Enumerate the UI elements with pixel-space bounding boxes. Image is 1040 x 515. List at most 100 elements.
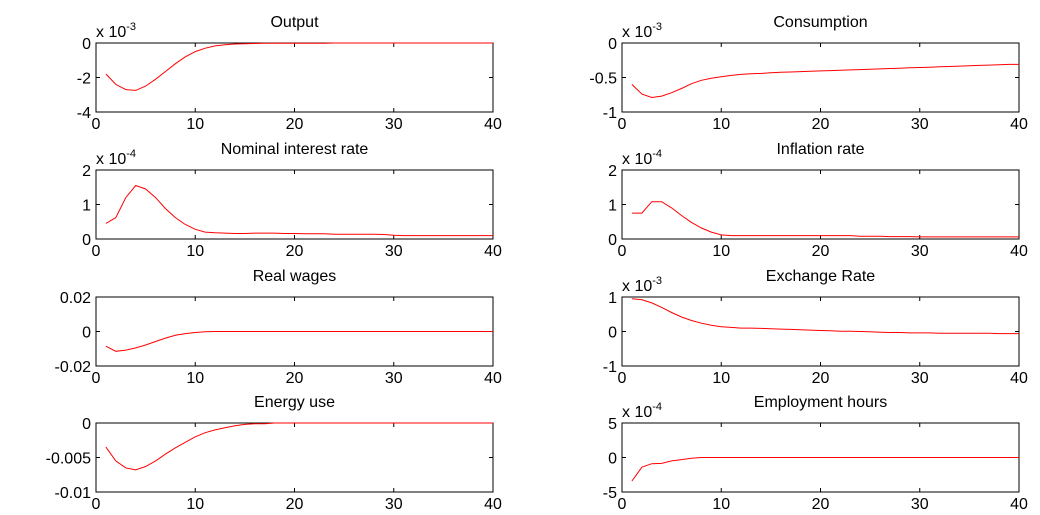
multiplier-exponent: -4 xyxy=(652,148,662,160)
series-line xyxy=(105,184,493,237)
y-tick-label: -5 xyxy=(603,485,617,502)
multiplier-base: x 10 xyxy=(96,151,126,168)
x-tick-label: 20 xyxy=(812,243,830,260)
y-tick-label: 2 xyxy=(82,163,91,180)
axes-box xyxy=(621,42,1020,113)
series-line xyxy=(105,422,493,471)
series-line xyxy=(631,63,1019,99)
y-tick-label: -2 xyxy=(77,71,91,88)
x-tick-label: 40 xyxy=(1010,370,1028,387)
x-tick-label: 40 xyxy=(484,370,502,387)
x-tick-label: 30 xyxy=(385,243,403,260)
subplot-title: Energy use xyxy=(254,394,335,411)
y-tick-label: 0 xyxy=(608,36,617,53)
axes-box xyxy=(95,169,494,240)
x-tick-label: 40 xyxy=(484,116,502,133)
y-tick-label: -0.5 xyxy=(589,71,617,88)
series-line xyxy=(105,331,493,352)
x-tick-label: 0 xyxy=(618,370,627,387)
x-tick-label: 10 xyxy=(712,370,730,387)
x-tick-label: 0 xyxy=(618,116,627,133)
axis-multiplier: x 10-3 xyxy=(622,21,662,41)
y-tick-label: 2 xyxy=(608,163,617,180)
multiplier-base: x 10 xyxy=(622,151,652,168)
x-tick-label: 20 xyxy=(286,496,304,513)
x-tick-label: 20 xyxy=(812,496,830,513)
series-line xyxy=(631,457,1019,482)
y-tick-label: 1 xyxy=(82,198,91,215)
subplot-title: Inflation rate xyxy=(776,141,864,158)
multiplier-exponent: -4 xyxy=(126,148,136,160)
x-tick-label: 0 xyxy=(92,370,101,387)
subplot-title: Real wages xyxy=(253,268,337,285)
y-tick-label: 5 xyxy=(608,416,617,433)
x-tick-label: 10 xyxy=(186,370,204,387)
y-tick-label: 0 xyxy=(82,325,91,342)
multiplier-base: x 10 xyxy=(622,278,652,295)
x-tick-label: 40 xyxy=(484,243,502,260)
y-tick-label: 1 xyxy=(608,198,617,215)
x-tick-label: 30 xyxy=(911,496,929,513)
y-tick-label: 0 xyxy=(608,232,617,249)
subplot-title: Consumption xyxy=(773,14,867,31)
x-tick-label: 0 xyxy=(92,496,101,513)
x-tick-label: 10 xyxy=(712,243,730,260)
multiplier-exponent: -3 xyxy=(652,21,662,33)
y-tick-label: 1 xyxy=(608,290,617,307)
x-tick-label: 20 xyxy=(812,370,830,387)
x-tick-label: 10 xyxy=(712,116,730,133)
y-tick-label: -1 xyxy=(603,359,617,376)
subplot-title: Employment hours xyxy=(754,394,887,411)
multiplier-base: x 10 xyxy=(622,24,652,41)
x-tick-label: 20 xyxy=(812,116,830,133)
x-tick-label: 20 xyxy=(286,370,304,387)
multiplier-exponent: -3 xyxy=(126,21,136,33)
y-tick-label: -1 xyxy=(603,105,617,122)
multiplier-base: x 10 xyxy=(622,404,652,421)
series-line xyxy=(105,42,493,91)
x-tick-label: 10 xyxy=(712,496,730,513)
x-tick-label: 10 xyxy=(186,116,204,133)
y-tick-label: 0 xyxy=(82,36,91,53)
x-tick-label: 0 xyxy=(618,243,627,260)
y-tick-label: 0 xyxy=(82,232,91,249)
subplot-title: Nominal interest rate xyxy=(221,141,369,158)
x-tick-label: 10 xyxy=(186,243,204,260)
axis-multiplier: x 10-3 xyxy=(622,275,662,295)
subplot-title: Exchange Rate xyxy=(766,268,876,285)
x-tick-label: 30 xyxy=(911,243,929,260)
subplot-0: 0 10 20 30 40 0 -2 -4 x 10-3 Output xyxy=(77,14,502,133)
x-tick-label: 40 xyxy=(1010,496,1028,513)
y-tick-label: -4 xyxy=(77,105,91,122)
y-tick-label: 0 xyxy=(608,451,617,468)
subplot-1: 0 10 20 30 40 0 -0.5 -1 x 10-3 Consumption xyxy=(589,14,1028,133)
series-line xyxy=(631,201,1019,238)
x-tick-label: 0 xyxy=(92,116,101,133)
x-tick-label: 0 xyxy=(92,243,101,260)
y-tick-label: -0.01 xyxy=(55,485,92,502)
y-tick-label: -0.005 xyxy=(46,451,91,468)
x-tick-label: 40 xyxy=(484,496,502,513)
x-tick-label: 0 xyxy=(618,496,627,513)
axes-box xyxy=(95,422,494,493)
y-tick-label: 0 xyxy=(608,325,617,342)
x-tick-label: 20 xyxy=(286,243,304,260)
subplot-6: 0 10 20 30 40 0 -0.005 -0.01 Energy use xyxy=(46,394,502,513)
axes-box xyxy=(621,296,1020,367)
x-tick-label: 30 xyxy=(385,116,403,133)
multiplier-base: x 10 xyxy=(96,24,126,41)
multiplier-exponent: -3 xyxy=(652,275,662,287)
x-tick-label: 40 xyxy=(1010,243,1028,260)
x-tick-label: 10 xyxy=(186,496,204,513)
x-tick-label: 30 xyxy=(911,370,929,387)
y-tick-label: 0.02 xyxy=(60,290,91,307)
axes-box xyxy=(95,42,494,113)
y-tick-label: -0.02 xyxy=(55,359,92,376)
axis-multiplier: x 10-4 xyxy=(622,148,662,168)
